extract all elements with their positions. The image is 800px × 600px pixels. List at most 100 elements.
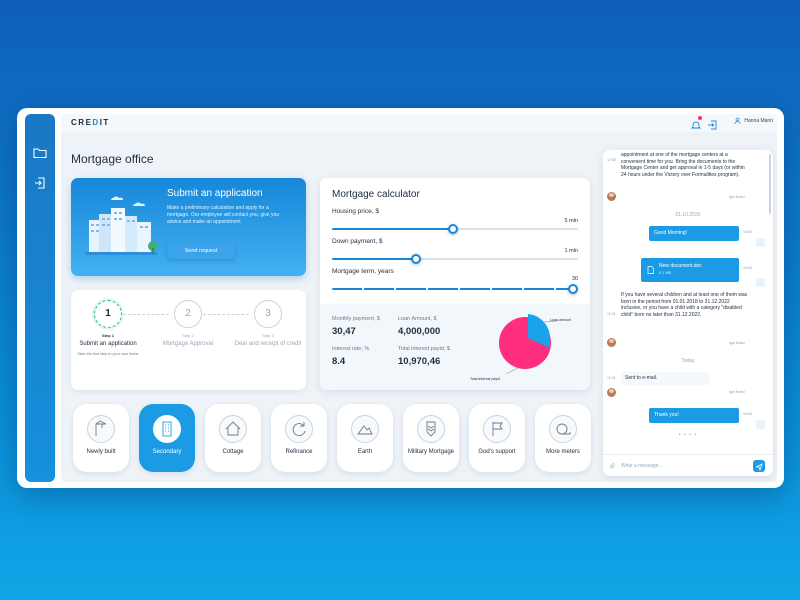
- step-tag: Step 2: [182, 333, 194, 338]
- category-more-meters[interactable]: More meters: [535, 404, 591, 472]
- crane-icon: [87, 415, 115, 443]
- steps-card: 1 Step 1 Submit an application Take the …: [71, 290, 306, 390]
- calculator-results: Monthly payment, $ 30,47 Loan Amount, $ …: [320, 304, 590, 390]
- sender-name: Igor Krutoi: [729, 195, 745, 199]
- message-time: 10:50: [743, 266, 752, 270]
- side-rail: [25, 114, 55, 482]
- chat-scrollbar[interactable]: [769, 154, 771, 214]
- total-interest-label: Total interest payid, $: [398, 346, 450, 352]
- main-app: CREDIT Hanna Marin Mortgage office: [61, 114, 777, 482]
- notification-icon[interactable]: [690, 116, 702, 129]
- pie-slice-loan: [528, 314, 551, 348]
- send-icon: [755, 463, 763, 472]
- chat-composer: [603, 454, 773, 476]
- category-cottage[interactable]: Cottage: [205, 404, 261, 472]
- avatar: [607, 338, 616, 347]
- category-newly-built[interactable]: Newly built: [73, 404, 129, 472]
- step-number: 2: [174, 300, 202, 328]
- interest-rate-value: 8.4: [332, 356, 346, 367]
- outgoing-message: Good Morning!: [649, 226, 739, 241]
- housing-price-value: 5 mln: [564, 218, 578, 224]
- badge-icon: [417, 415, 445, 443]
- mortgage-term-value: 30: [571, 276, 578, 282]
- file-message[interactable]: New document.doc 0.1 MB: [641, 258, 739, 282]
- file-size: 0.1 MB: [659, 271, 672, 275]
- step-hint: Take the first step to your own home: [77, 352, 139, 356]
- step-label: Submit an application: [79, 341, 137, 347]
- submit-description: Make a preliminary calculation and apply…: [167, 205, 279, 225]
- mortgage-calculator: Mortgage calculator Housing price, $ 5 m…: [320, 178, 590, 390]
- attach-icon[interactable]: [609, 462, 617, 470]
- category-refinance[interactable]: Refinance: [271, 404, 327, 472]
- step-label: Deal and receipt of credit: [234, 341, 302, 347]
- send-message-button[interactable]: [753, 460, 765, 472]
- slider-thumb[interactable]: [568, 284, 578, 294]
- step-connector: [123, 314, 169, 315]
- calculator-title: Mortgage calculator: [332, 189, 420, 200]
- slider-thumb[interactable]: [410, 254, 421, 264]
- category-label: Cottage: [222, 449, 244, 455]
- category-label: God's support: [478, 449, 516, 455]
- date-separator: 01.10.2020: [675, 212, 701, 218]
- category-gods-support[interactable]: God's support: [469, 404, 525, 472]
- message-input[interactable]: [621, 460, 741, 472]
- category-label: Secondary: [152, 449, 182, 455]
- category-secondary[interactable]: Secondary: [139, 404, 195, 472]
- building-icon: [153, 415, 181, 443]
- mortgage-term-slider[interactable]: [332, 284, 578, 294]
- user-menu[interactable]: Hanna Marin: [734, 117, 773, 124]
- chat-panel: 17:30 appointment at one of the mortgage…: [603, 150, 773, 476]
- step-1[interactable]: 1 Step 1 Submit an application Take the …: [73, 300, 143, 357]
- field-icon: [351, 415, 379, 443]
- category-military-mortgage[interactable]: Military Mortgage: [403, 404, 459, 472]
- document-icon: [647, 266, 654, 274]
- message-time: 10:50: [743, 412, 752, 416]
- step-number: 1: [94, 300, 122, 328]
- incoming-message: Sent to e-mail.: [621, 372, 709, 385]
- step-tag: Step 1: [101, 333, 114, 338]
- user-name: Hanna Marin: [744, 117, 773, 124]
- logout-icon[interactable]: [33, 176, 47, 190]
- loan-amount-value: 4,000,000: [398, 326, 441, 337]
- category-earth[interactable]: Earth: [337, 404, 393, 472]
- tape-icon: [549, 415, 577, 443]
- avatar-self: [756, 420, 765, 429]
- incoming-message: appointment at one of the mortgage cente…: [621, 152, 745, 178]
- send-request-button[interactable]: Send request: [167, 243, 235, 259]
- exit-icon[interactable]: [707, 117, 717, 130]
- pie-label-loan: Loan amount: [550, 318, 571, 322]
- step-2[interactable]: 2 Step 2 Mortgage Approval: [153, 300, 223, 348]
- page-title: Mortgage office: [71, 152, 154, 166]
- submit-title: Submit an application: [167, 188, 263, 199]
- down-payment-slider[interactable]: [332, 254, 578, 264]
- submit-application-card: Submit an application Make a preliminary…: [71, 178, 306, 276]
- category-label: More meters: [546, 449, 580, 455]
- avatar: [607, 192, 616, 201]
- housing-price-label: Housing price, $: [332, 208, 379, 215]
- housing-price-slider[interactable]: [332, 224, 578, 234]
- message-time: 11:01: [607, 312, 616, 316]
- message-time: 10:50: [743, 230, 752, 234]
- notification-badge: [698, 116, 702, 120]
- refresh-icon: [285, 415, 313, 443]
- folder-icon[interactable]: [33, 146, 47, 160]
- step-3[interactable]: 3 Step 3 Deal and receipt of credit: [233, 300, 303, 348]
- slider-thumb[interactable]: [447, 224, 458, 234]
- logo[interactable]: CREDIT: [71, 118, 110, 127]
- monthly-payment-value: 30,47: [332, 326, 356, 337]
- date-separator: Today: [681, 358, 695, 364]
- monthly-payment-label: Monthly payment, $: [332, 316, 380, 322]
- category-label: Refinance: [285, 449, 313, 455]
- step-connector: [203, 314, 249, 315]
- payment-pie-chart: [499, 314, 558, 374]
- step-label: Mortgage Approval: [162, 341, 214, 347]
- city-illustration-icon: [85, 196, 158, 255]
- sender-name: Igor Krutoi: [729, 390, 745, 394]
- pie-label-interest: Total interest payid: [470, 377, 500, 381]
- user-icon: [734, 117, 741, 124]
- outgoing-message: Thank you!: [649, 408, 739, 423]
- total-interest-value: 10,970,46: [398, 356, 441, 367]
- slider-fill: [332, 258, 416, 260]
- step-number: 3: [254, 300, 282, 328]
- sender-name: Igor Krutoi: [729, 341, 745, 345]
